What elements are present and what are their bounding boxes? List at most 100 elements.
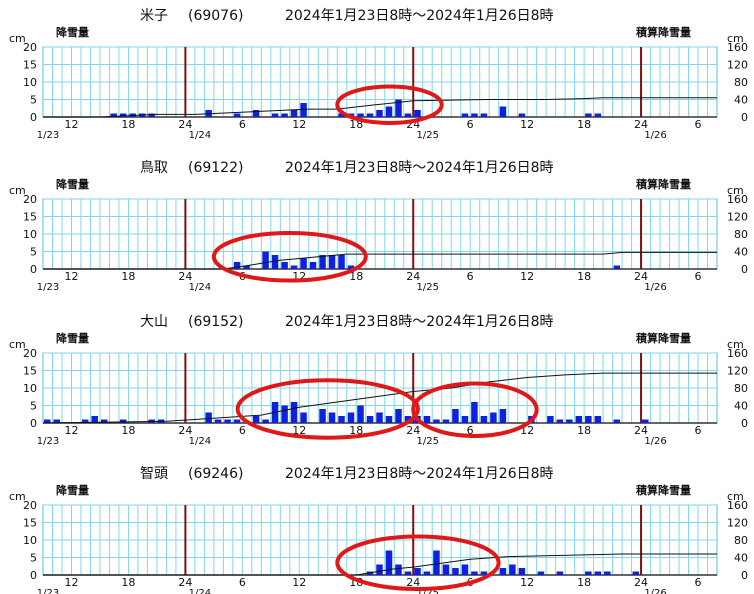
snowfall-bar xyxy=(518,568,526,575)
snowfall-bar xyxy=(366,416,374,423)
x-tick-label: 24 xyxy=(178,118,192,131)
x-tick-label: 12 xyxy=(520,118,534,131)
left-axis-label: 降雪量 xyxy=(56,25,89,39)
snowfall-bar xyxy=(110,113,117,117)
snowfall-bar xyxy=(404,113,412,117)
snowfall-bar xyxy=(442,419,450,423)
snowfall-bar xyxy=(376,412,383,423)
snowfall-bar xyxy=(613,419,621,423)
x-tick-label: 24 xyxy=(406,424,420,437)
y-tick-label-right: 120 xyxy=(727,211,748,224)
left-axis-label: 降雪量 xyxy=(56,483,89,497)
snowfall-bar xyxy=(328,412,336,423)
chart-title-station: 鳥取 xyxy=(140,160,168,176)
snowfall-bar xyxy=(613,265,621,269)
chart-title-station: 大山 xyxy=(140,314,168,330)
y-tick-label-left: 5 xyxy=(30,94,37,107)
snowfall-bar xyxy=(642,419,649,423)
snowfall-bar xyxy=(433,550,440,575)
snowfall-bar xyxy=(575,416,583,423)
y-tick-label-left: 0 xyxy=(30,263,37,276)
chart-title-period: 2024年1月23日8時〜2024年1月26日8時 xyxy=(285,160,554,176)
left-axis-unit: cm xyxy=(9,338,26,351)
snowfall-bar xyxy=(347,265,355,269)
y-tick-label-left: 15 xyxy=(23,365,37,378)
y-tick-label-left: 5 xyxy=(30,400,37,413)
snowfall-bar xyxy=(480,571,488,575)
date-label: 1/23 xyxy=(37,588,59,594)
snowfall-bar xyxy=(281,405,288,423)
x-tick-label: 6 xyxy=(239,118,246,131)
chart-title-period: 2024年1月23日8時〜2024年1月26日8時 xyxy=(285,314,554,330)
y-tick-label-left: 20 xyxy=(23,499,37,512)
chart-title-station: 智頭 xyxy=(140,466,168,482)
snowfall-bar xyxy=(300,412,307,423)
x-tick-label: 18 xyxy=(349,424,363,437)
x-tick-label: 18 xyxy=(349,270,363,283)
snowfall-bar xyxy=(224,419,231,423)
date-label: 1/23 xyxy=(37,282,59,293)
snowfall-bar xyxy=(499,568,507,575)
x-tick-label: 18 xyxy=(121,270,135,283)
x-tick-label: 12 xyxy=(292,424,306,437)
x-tick-label: 12 xyxy=(520,270,534,283)
snowfall-bar xyxy=(404,416,412,423)
snowfall-bar xyxy=(262,251,269,269)
x-tick-label: 12 xyxy=(64,576,78,589)
left-axis-unit: cm xyxy=(9,490,26,503)
x-tick-label: 24 xyxy=(634,118,648,131)
snowfall-bar xyxy=(385,416,393,423)
right-axis-unit: cm xyxy=(727,490,744,503)
y-tick-label-right: 160 xyxy=(727,193,748,206)
snowfall-bar xyxy=(44,419,51,423)
y-tick-label-left: 15 xyxy=(23,59,37,72)
snowfall-bar xyxy=(233,113,241,117)
snowfall-bar xyxy=(148,113,155,117)
snowfall-bar xyxy=(290,110,298,117)
y-tick-label-right: 40 xyxy=(734,552,748,565)
x-tick-label: 6 xyxy=(239,424,246,437)
highlight-circle xyxy=(411,381,539,438)
snowfall-bar xyxy=(585,113,592,117)
y-tick-label-left: 5 xyxy=(30,246,37,259)
y-tick-label-left: 10 xyxy=(23,382,37,395)
x-tick-label: 24 xyxy=(178,576,192,589)
snowfall-bar xyxy=(357,405,364,423)
snowfall-bar xyxy=(385,550,393,575)
x-tick-label: 12 xyxy=(64,270,78,283)
snowfall-bar xyxy=(566,419,573,423)
y-tick-label-left: 15 xyxy=(23,211,37,224)
snowfall-bar xyxy=(309,262,317,269)
y-tick-label-left: 10 xyxy=(23,228,37,241)
y-tick-label-right: 80 xyxy=(734,534,748,547)
snowfall-bar xyxy=(395,99,402,117)
snowfall-bar xyxy=(594,113,602,117)
snowfall-bar xyxy=(414,110,421,117)
date-label: 1/24 xyxy=(189,130,211,141)
y-tick-label-left: 0 xyxy=(30,569,37,582)
snowfall-bar xyxy=(100,419,108,423)
snowfall-bar xyxy=(271,255,279,269)
snowfall-bar xyxy=(452,409,459,423)
snowfall-bar xyxy=(243,265,250,269)
highlight-circle xyxy=(335,534,501,591)
highlight-circle xyxy=(335,84,444,125)
date-label: 1/26 xyxy=(644,130,666,141)
y-tick-label-left: 0 xyxy=(30,111,37,124)
snowfall-bar xyxy=(490,412,497,423)
x-tick-label: 12 xyxy=(292,118,306,131)
snowfall-bar xyxy=(471,113,478,117)
snowfall-bar xyxy=(461,564,469,575)
x-tick-label: 12 xyxy=(64,424,78,437)
snowfall-bar xyxy=(271,113,279,117)
snowfall-bar xyxy=(328,255,336,269)
snowfall-bar xyxy=(461,416,469,423)
snowfall-bar xyxy=(357,113,364,117)
y-tick-label-right: 0 xyxy=(741,417,748,430)
snowfall-bar xyxy=(452,568,459,575)
y-tick-label-right: 80 xyxy=(734,76,748,89)
snowfall-bar xyxy=(585,571,592,575)
snowfall-bar xyxy=(376,564,383,575)
